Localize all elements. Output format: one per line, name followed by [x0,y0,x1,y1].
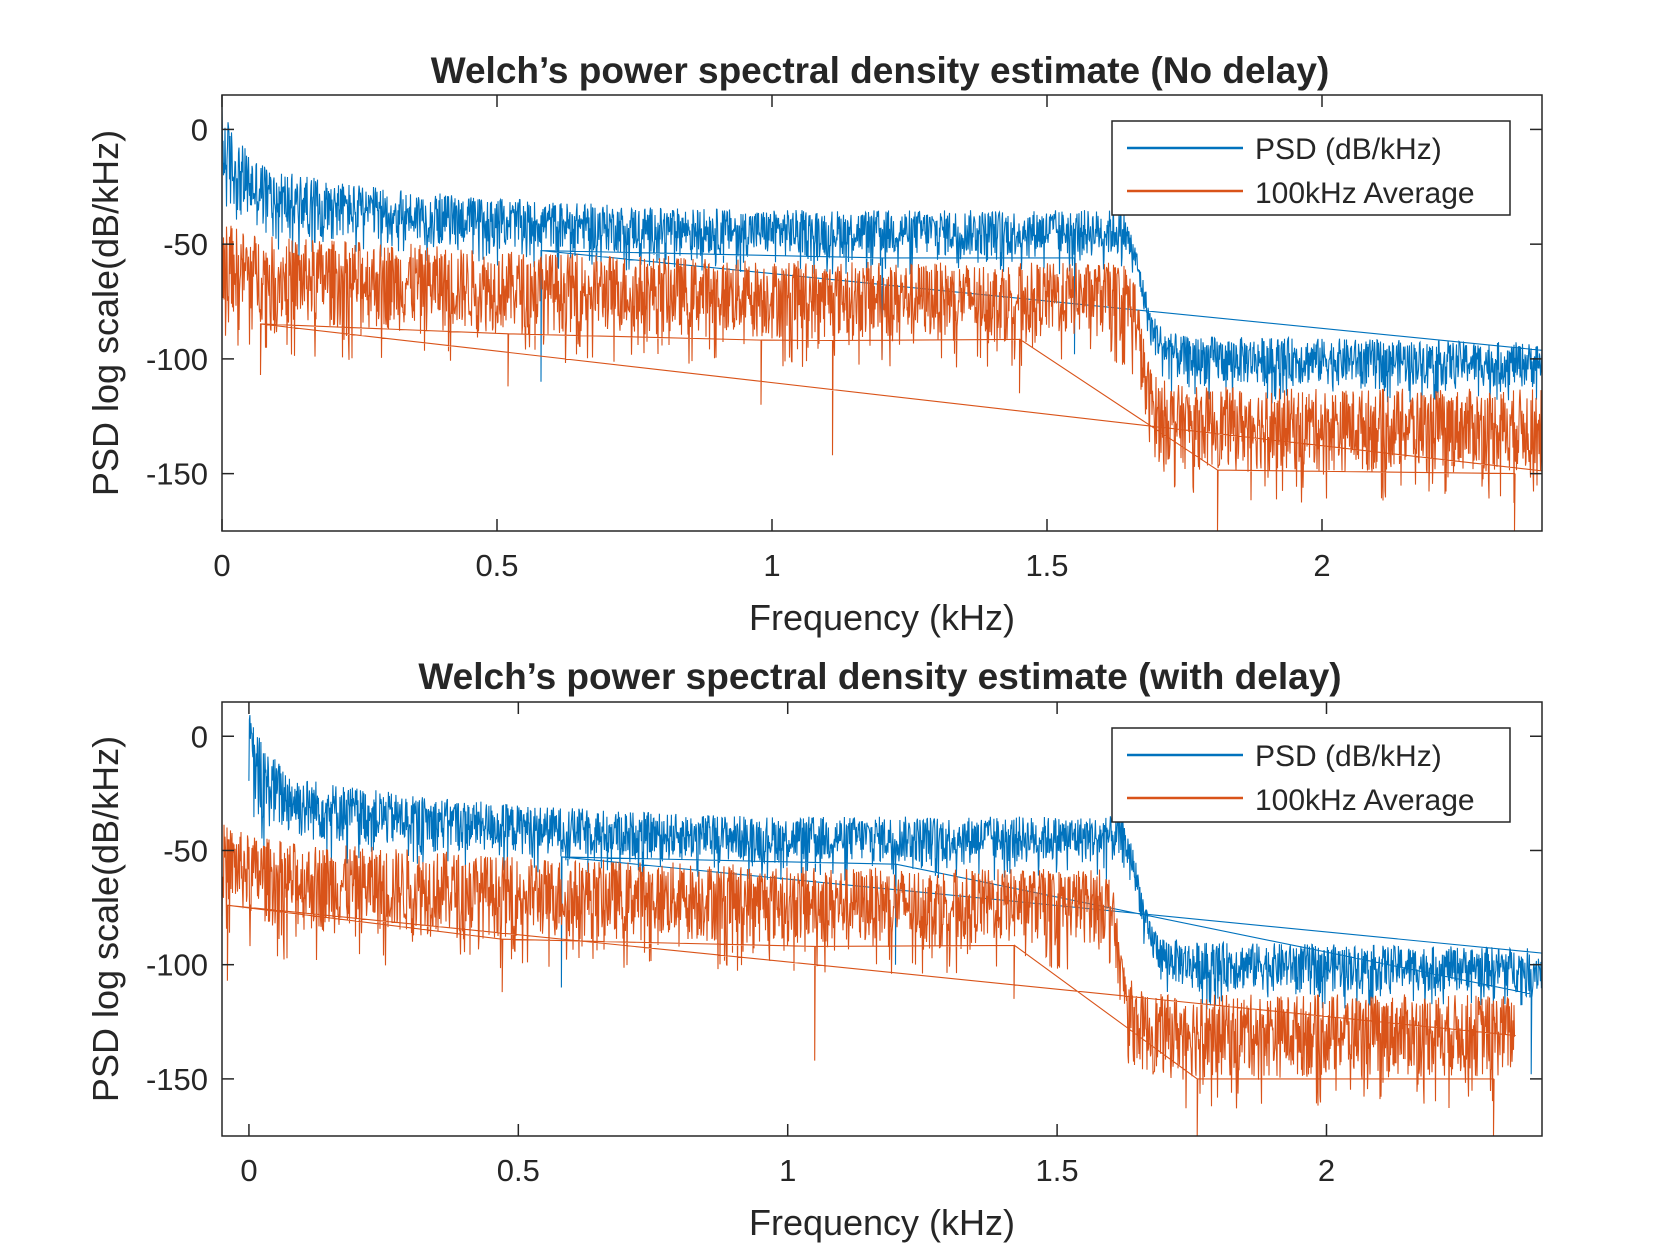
subplot-bottom-axes-box [221,701,1543,1137]
subplot-top-y-axis-label: PSD log scale(dB/kHz) [85,130,126,496]
subplot-bottom-legend: PSD (dB/kHz) 100kHz Average [1111,727,1511,823]
top-x-tick-label: 0.5 [475,548,518,583]
bottom-x-tick-label: 1.5 [1036,1153,1079,1188]
bottom-y-tick-label: -100 [146,948,208,983]
subplot-top-legend-box [1111,120,1511,216]
top-series-avg-line [221,225,1543,532]
subplot-bottom-title: Welch’s power spectral density estimate … [418,656,1341,697]
top-x-tick-label: 2 [1313,548,1330,583]
subplot-bottom-legend-psd-label: PSD (dB/kHz) [1255,740,1442,773]
bottom-series-avg-line [221,824,1517,1137]
bottom-y-tick-label: -150 [146,1062,208,1097]
bottom-series-psd-line [248,715,1543,1075]
bottom-x-tick-label: 1 [779,1153,796,1188]
subplot-bottom-ticks: 0 0.5 1 1.5 2 0 -50 -100 -150 [146,702,1542,1188]
subplot-top-x-axis-label: Frequency (kHz) [749,597,1015,638]
subplot-bottom-y-axis-label: PSD log scale(dB/kHz) [85,736,126,1102]
subplot-top-axes-box [221,94,1543,532]
bottom-y-tick-label: -50 [163,833,208,868]
subplot-top-data [221,106,1543,532]
subplot-bottom-legend-box [1111,727,1511,823]
subplot-top-ticks: 0 0.5 1 1.5 2 0 -50 -100 -150 [146,95,1542,583]
subplot-bottom-legend-avg-label: 100kHz Average [1255,784,1475,817]
top-y-tick-label: 0 [191,112,208,147]
subplot-top-legend-avg-label: 100kHz Average [1255,177,1475,210]
bottom-x-tick-label: 2 [1318,1153,1335,1188]
subplot-top-legend: PSD (dB/kHz) 100kHz Average [1111,120,1511,216]
top-y-tick-label: -50 [163,227,208,262]
top-series-psd-line [221,106,1543,404]
subplot-bottom-x-axis-label: Frequency (kHz) [749,1202,1015,1243]
top-y-tick-label: -100 [146,342,208,377]
subplot-bottom-data [221,715,1543,1137]
top-x-tick-label: 1 [763,548,780,583]
subplot-bottom: Welch’s power spectral density estimate … [85,656,1543,1243]
top-x-tick-label: 0 [213,548,230,583]
subplot-top-legend-psd-label: PSD (dB/kHz) [1255,133,1442,166]
bottom-y-tick-label: 0 [191,719,208,754]
bottom-x-tick-label: 0 [240,1153,257,1188]
bottom-x-tick-label: 0.5 [497,1153,540,1188]
subplot-top-title: Welch’s power spectral density estimate … [431,50,1330,91]
top-x-tick-label: 1.5 [1025,548,1068,583]
top-y-tick-label: -150 [146,457,208,492]
subplot-top: Welch’s power spectral density estimate … [85,50,1543,638]
